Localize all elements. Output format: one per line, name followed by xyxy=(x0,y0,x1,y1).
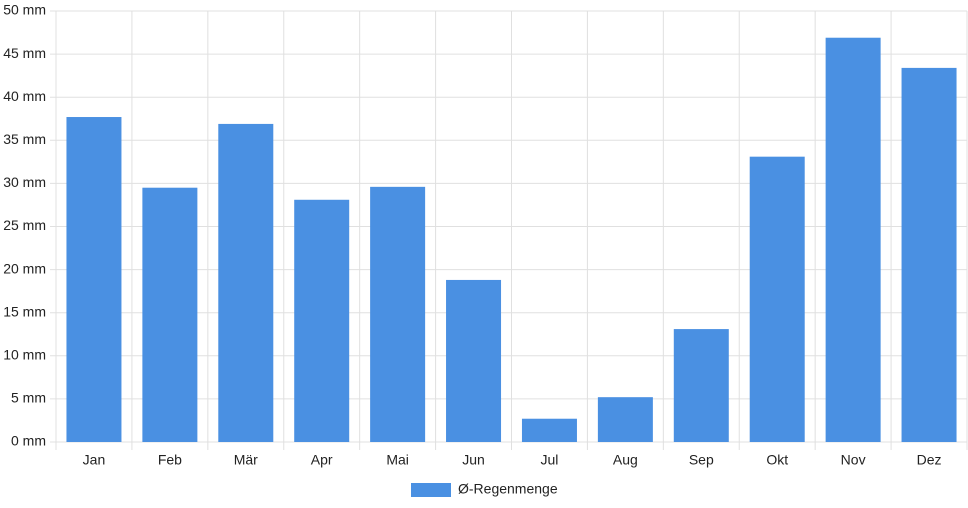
bar xyxy=(370,186,426,442)
bar xyxy=(446,279,502,442)
y-tick-label: 35 mm xyxy=(3,131,46,147)
bar xyxy=(901,67,957,442)
y-tick-label: 15 mm xyxy=(3,303,46,319)
y-tick-label: 0 mm xyxy=(11,433,46,449)
x-tick-label: Jun xyxy=(462,452,485,468)
bar xyxy=(749,156,805,443)
y-tick-label: 25 mm xyxy=(3,217,46,233)
bar xyxy=(521,418,577,442)
x-tick-label: Jul xyxy=(541,452,559,468)
bar xyxy=(673,329,729,442)
legend-label: Ø-Regenmenge xyxy=(458,481,558,497)
y-tick-label: 10 mm xyxy=(3,347,46,363)
y-tick-label: 50 mm xyxy=(3,2,46,18)
x-tick-label: Aug xyxy=(613,452,638,468)
y-tick-label: 5 mm xyxy=(11,390,46,406)
y-tick-label: 40 mm xyxy=(3,88,46,104)
bar xyxy=(142,187,198,442)
x-tick-label: Nov xyxy=(841,452,866,468)
x-tick-label: Sep xyxy=(689,452,714,468)
legend-swatch xyxy=(411,483,451,497)
x-tick-label: Apr xyxy=(311,452,333,468)
x-tick-label: Mär xyxy=(234,452,258,468)
y-tick-label: 30 mm xyxy=(3,174,46,190)
y-tick-label: 45 mm xyxy=(3,45,46,61)
bar xyxy=(825,37,881,443)
bar xyxy=(66,117,122,442)
x-tick-label: Mai xyxy=(386,452,409,468)
bar xyxy=(294,199,350,442)
x-tick-label: Jan xyxy=(83,452,106,468)
x-tick-label: Feb xyxy=(158,452,182,468)
bar xyxy=(218,123,274,442)
x-tick-label: Okt xyxy=(766,452,788,468)
x-tick-label: Dez xyxy=(917,452,942,468)
y-tick-label: 20 mm xyxy=(3,260,46,276)
bar xyxy=(597,397,653,442)
